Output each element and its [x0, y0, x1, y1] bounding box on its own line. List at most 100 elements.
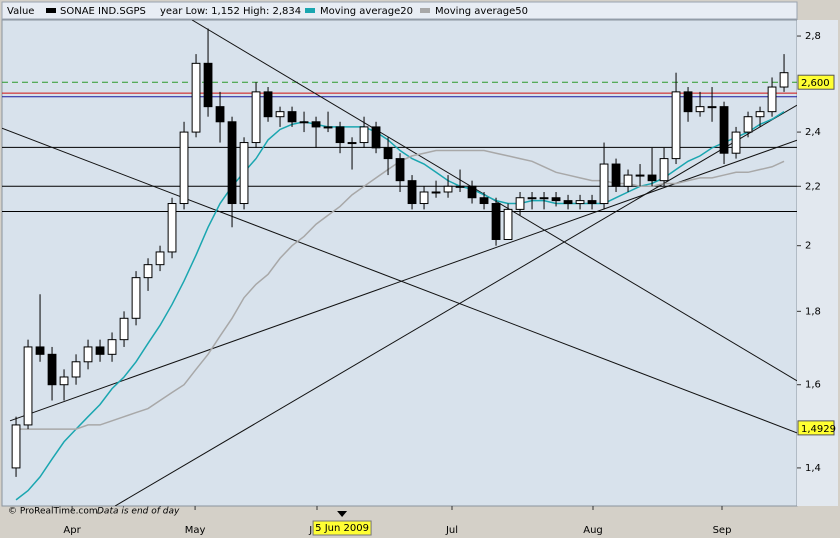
candle-body: [35, 346, 45, 355]
candle-body: [623, 174, 633, 187]
candle-body: [335, 126, 345, 144]
candle-body: [755, 111, 765, 118]
price-label: 1,4929: [801, 424, 836, 435]
legend-swatch: [46, 8, 56, 13]
trend-line: [9, 139, 797, 422]
trend-line: [2, 127, 797, 434]
range-text: year Low: 1,152 High: 2,834: [160, 6, 301, 17]
cursor-label: 5 Jun 2009: [315, 523, 369, 534]
candle-body: [263, 91, 273, 118]
candle-body: [467, 185, 477, 199]
candle-body: [419, 191, 429, 205]
y-tick-label: 2,8: [805, 31, 821, 42]
candle-body: [575, 200, 585, 205]
candle-body: [539, 197, 549, 200]
candle-body: [767, 86, 777, 113]
ma-line: [15, 111, 785, 501]
candle-body: [11, 424, 21, 469]
candle-body: [323, 126, 333, 129]
candle-body: [167, 203, 177, 253]
legend-entry: Moving average20: [320, 6, 413, 17]
candle-body: [287, 111, 297, 123]
candle-body: [383, 147, 393, 160]
candle-body: [275, 111, 285, 118]
footer-note: Data is end of day: [97, 507, 180, 517]
candle-body: [131, 277, 141, 319]
x-tick-label: Sep: [713, 525, 732, 536]
candle-body: [683, 91, 693, 113]
candle-body: [647, 174, 657, 182]
candle-body: [23, 346, 33, 426]
candle-body: [251, 91, 261, 144]
x-tick-label: Jul: [445, 525, 458, 536]
y-tick-label: 1,4: [805, 463, 821, 474]
candle-body: [743, 116, 753, 133]
y-tick-label: 2,2: [805, 181, 821, 192]
candle-body: [347, 142, 357, 145]
candle-body: [47, 353, 57, 386]
candle-body: [59, 376, 69, 386]
candle-body: [479, 197, 489, 205]
candle-body: [587, 200, 597, 205]
y-tick-label: 2,4: [805, 127, 821, 138]
candle-body: [71, 361, 81, 378]
candle-body: [95, 346, 105, 355]
candle-body: [155, 251, 165, 266]
legend-swatch: [420, 8, 430, 13]
candle-body: [443, 185, 453, 193]
candle-body: [179, 131, 189, 205]
candle-body: [311, 121, 321, 128]
y-tick-label: 1,8: [805, 306, 821, 317]
candle-body: [635, 174, 645, 177]
candle-body: [695, 106, 705, 113]
x-tick-label: May: [185, 525, 206, 536]
candle-body: [371, 126, 381, 149]
candle-body: [611, 163, 621, 187]
candle-body: [503, 208, 513, 240]
candle-body: [455, 185, 465, 188]
candle-body: [563, 200, 573, 205]
price-label-box: [797, 420, 835, 436]
cursor-marker: [337, 511, 348, 517]
copyright: © ProRealTime.com: [8, 507, 98, 517]
candle-body: [491, 203, 501, 240]
legend-swatch: [305, 8, 315, 13]
candle-body: [119, 317, 129, 341]
candle-body: [227, 121, 237, 205]
trend-line: [114, 104, 797, 506]
candle-body: [107, 339, 117, 355]
y-tick-label: 1,6: [805, 380, 821, 391]
candle-body: [239, 142, 249, 205]
candle-body: [407, 180, 417, 205]
price-label-box: [797, 74, 835, 90]
price-label: 2,600: [801, 78, 830, 89]
candle-body: [431, 191, 441, 194]
candle-body: [779, 72, 789, 88]
candle-body: [83, 346, 93, 363]
candle-body: [719, 106, 729, 154]
candle-body: [527, 197, 537, 200]
candle-body: [203, 62, 213, 108]
legend-entry: Moving average50: [435, 6, 528, 17]
candle-body: [599, 163, 609, 205]
candle-body: [659, 158, 669, 182]
candle-body: [395, 158, 405, 182]
legend-bar: [1, 1, 798, 20]
candle-body: [299, 121, 309, 124]
candle-body: [215, 106, 225, 123]
x-tick-label: Apr: [63, 525, 81, 536]
candle-body: [551, 197, 561, 202]
candle-body: [191, 62, 201, 133]
plot-content: [2, 20, 797, 506]
legend-entry: SONAE IND.SGPS: [60, 6, 146, 17]
candle-body: [731, 131, 741, 154]
y-tick-label: 2: [805, 241, 811, 252]
plot-area: [1, 19, 798, 507]
x-tick-label: Aug: [583, 525, 603, 536]
candle-body: [671, 91, 681, 160]
candle-body: [359, 126, 369, 144]
candle-body: [515, 197, 525, 210]
cursor-box: [312, 520, 372, 536]
